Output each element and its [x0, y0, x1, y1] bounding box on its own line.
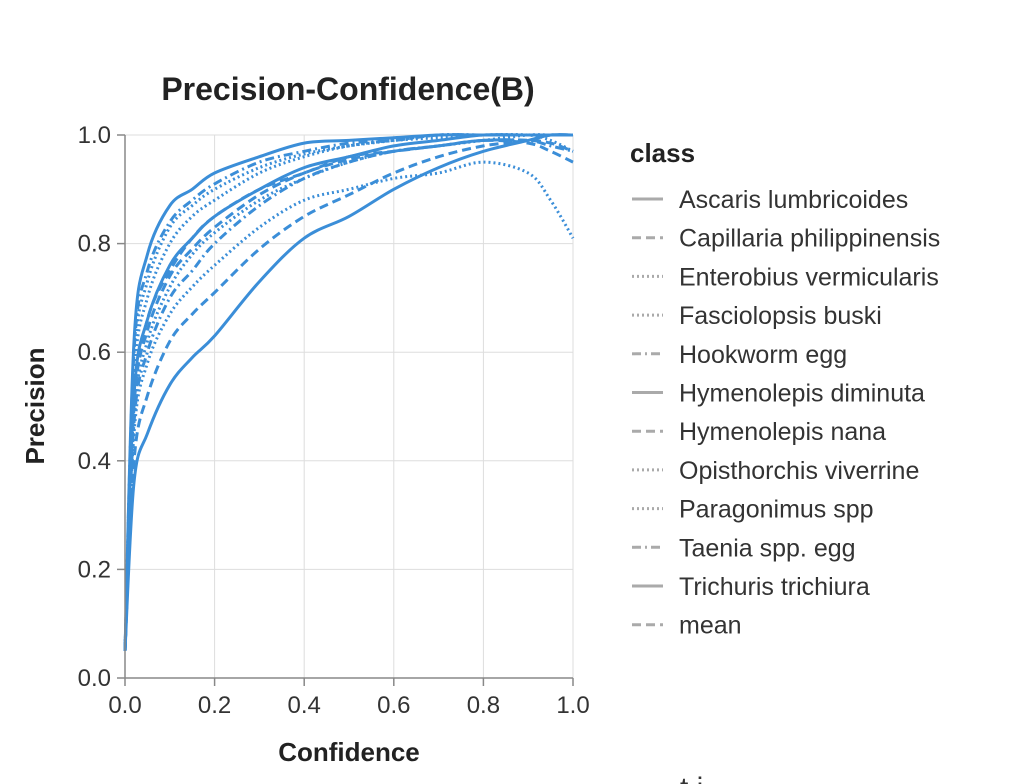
y-tick-label: 1.0 — [78, 122, 111, 149]
series-line-8 — [123, 133, 573, 651]
x-axis-title: Confidence — [278, 737, 420, 767]
series-lines — [123, 132, 575, 651]
legend-label: Hymenolepis nana — [679, 418, 886, 446]
series-line-0 — [123, 133, 573, 651]
y-axis-title: Precision — [20, 347, 50, 464]
x-tick-label: 0.4 — [288, 692, 321, 719]
y-tick-label: 0.8 — [78, 231, 111, 258]
x-tick-label: 0.6 — [377, 692, 410, 719]
y-tick-label: 0.0 — [78, 665, 111, 692]
x-tick-label: 0.0 — [108, 692, 141, 719]
series-line-2 — [123, 132, 574, 651]
series-line-11 — [123, 138, 574, 651]
series-line-3 — [123, 160, 575, 651]
partial-bottom-text: t i — [680, 772, 703, 784]
legend-label: Hymenolepis diminuta — [679, 380, 925, 408]
legend-label: Ascaris lumbricoides — [679, 186, 908, 214]
legend-label: Enterobius vermicularis — [679, 263, 939, 291]
series-line-5 — [123, 133, 573, 651]
axes: 0.0 0.2 0.4 0.6 0.8 1.0 0.0 0.2 0.4 0.6 0.8 1.0 — [78, 122, 590, 719]
legend-label: Paragonimus spp — [679, 496, 874, 524]
legend: Ascaris lumbricoides Capillaria philippin… — [632, 186, 940, 640]
legend-label: Fasciolopsis buski — [679, 302, 882, 330]
x-tick-label: 0.8 — [467, 692, 500, 719]
legend-label: Opisthorchis viverrine — [679, 457, 919, 485]
y-tick-label: 0.6 — [78, 339, 111, 366]
legend-label: Hookworm egg — [679, 341, 847, 369]
series-line-4 — [123, 133, 573, 651]
chart-title: Precision-Confidence(B) — [161, 71, 534, 107]
legend-label: Trichuris trichiura — [679, 573, 870, 601]
legend-label: Taenia spp. egg — [679, 534, 856, 562]
x-tick-label: 1.0 — [556, 692, 589, 719]
y-tick-label: 0.2 — [78, 556, 111, 583]
x-tick-label: 0.2 — [198, 692, 231, 719]
legend-title: class — [630, 138, 695, 168]
series-line-10 — [123, 133, 574, 651]
legend-label: mean — [679, 612, 742, 640]
y-tick-label: 0.4 — [78, 448, 111, 475]
legend-label: Capillaria philippinensis — [679, 225, 940, 253]
series-line-7 — [123, 133, 573, 651]
series-line-6 — [123, 133, 574, 651]
